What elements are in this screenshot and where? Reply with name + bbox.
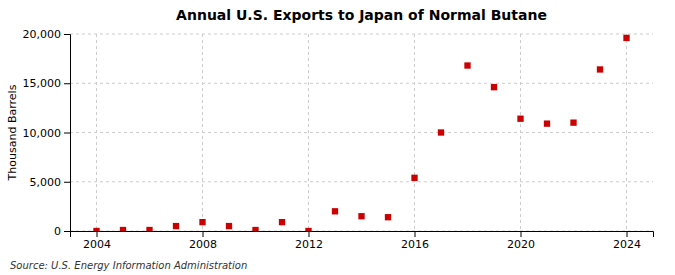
- point: [199, 219, 205, 225]
- tick-mark: [521, 231, 522, 237]
- point: [411, 175, 417, 181]
- chart: 2004 2008 2012 2016 2020 2024 0 5,000 10,000 15,0…: [0, 0, 675, 275]
- point: [120, 227, 126, 231]
- tick-label: 0: [54, 225, 61, 238]
- tick-mark: [64, 83, 70, 84]
- plot: 2004 2008 2012 2016 2020 2024 0 5,000 10,000 15,0…: [23, 28, 654, 251]
- grid-line: [70, 181, 653, 182]
- grid-line: [70, 83, 653, 84]
- tick-mark: [64, 231, 70, 232]
- axis-line: [64, 35, 71, 232]
- tick-label: 2016: [401, 238, 429, 251]
- point: [517, 116, 523, 122]
- grid: [70, 34, 653, 231]
- grid-line: [70, 132, 653, 133]
- grid-line: [626, 34, 627, 231]
- point: [623, 35, 629, 41]
- grid-line: [202, 34, 203, 231]
- tick-mark: [97, 231, 98, 237]
- tick: 20,000: [23, 28, 71, 41]
- tick-label: 10,000: [23, 127, 62, 140]
- point: [93, 228, 99, 231]
- y-axis: 0 5,000 10,000 15,000 20,000: [23, 28, 71, 238]
- tick: 2004: [83, 231, 111, 251]
- tick-label: 2008: [189, 238, 217, 251]
- point: [332, 208, 338, 214]
- point: [544, 120, 550, 126]
- point: [252, 227, 258, 231]
- tick: 2024: [613, 231, 641, 251]
- point: [226, 223, 232, 229]
- point: [305, 228, 311, 231]
- grid-line: [308, 34, 309, 231]
- point: [570, 119, 576, 125]
- point: [173, 223, 179, 229]
- tick: 2012: [295, 231, 323, 251]
- points: [93, 35, 629, 231]
- tick: 15,000: [23, 77, 71, 90]
- title: Annual U.S. Exports to Japan of Normal B…: [176, 7, 547, 23]
- grid-line: [520, 34, 521, 231]
- grid-line: [96, 34, 97, 231]
- point: [464, 62, 470, 68]
- tick: 2020: [507, 231, 535, 251]
- point: [146, 227, 152, 231]
- tick-mark: [64, 133, 70, 134]
- tick: 5,000: [30, 176, 71, 189]
- tick-mark: [627, 231, 628, 237]
- tick: 0: [54, 225, 70, 238]
- tick: 10,000: [23, 127, 71, 140]
- point: [279, 219, 285, 225]
- tick-mark: [64, 34, 70, 35]
- point: [438, 129, 444, 135]
- y-axis-title: Thousand Barrels: [6, 84, 19, 181]
- point: [491, 84, 497, 90]
- axis-line: [71, 232, 654, 238]
- point: [385, 214, 391, 220]
- grid-line: [70, 34, 653, 35]
- tick-label: 15,000: [23, 77, 62, 90]
- tick-mark: [203, 231, 204, 237]
- tick-label: 20,000: [23, 28, 62, 41]
- tick-label: 2012: [295, 238, 323, 251]
- tick-label: 2024: [613, 238, 641, 251]
- tick-mark: [415, 231, 416, 237]
- annotation: Source: U.S. Energy Information Administ…: [10, 260, 247, 271]
- point: [597, 66, 603, 72]
- tick: 2016: [401, 231, 429, 251]
- tick-label: 2004: [83, 238, 111, 251]
- point: [358, 213, 364, 219]
- tick-label: 2020: [507, 238, 535, 251]
- tick-mark: [309, 231, 310, 237]
- tick-mark: [64, 182, 70, 183]
- tick-label: 5,000: [30, 176, 62, 189]
- tick: 2008: [189, 231, 217, 251]
- grid-line: [414, 34, 415, 231]
- x-axis: 2004 2008 2012 2016 2020 2024: [71, 231, 654, 251]
